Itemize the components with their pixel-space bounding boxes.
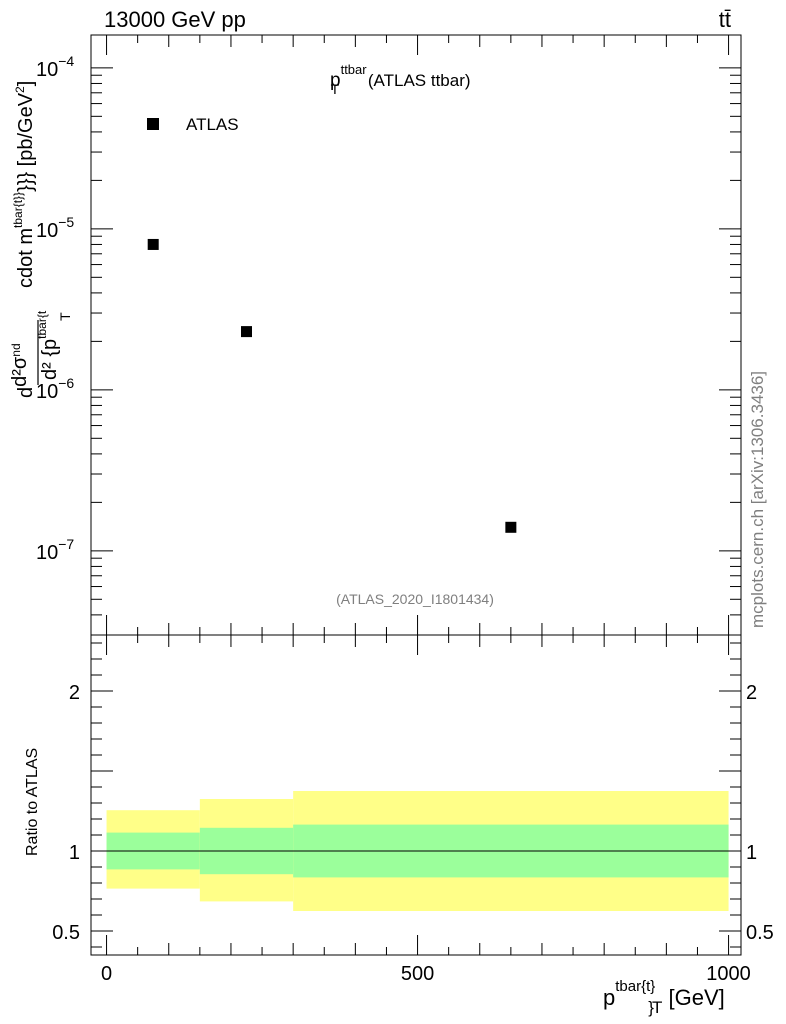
main-y-major-ticks (91, 68, 741, 551)
ratio-panel: 0.5 0.51 12 2 0 500 1000 Ratio to ATLAS ptbar… (24, 635, 774, 1017)
y-tick-label: 10−7 (36, 536, 74, 564)
ratio-y-tick-label-right: 0.5 (746, 922, 774, 944)
legend-label-atlas: ATLAS (186, 115, 239, 134)
svg-text:dd²σnd: dd²σnd (9, 343, 37, 398)
process-label: tt̄ (719, 7, 731, 32)
analysis-id: (ATLAS_2020_I1801434) (336, 591, 494, 607)
data-point (148, 239, 159, 250)
main-y-minor-ticks (91, 75, 741, 635)
svg-text:d² {ptbar{tT: d² {ptbar{t T (35, 310, 73, 380)
plot-title: pttbar T (ATLAS ttbar) (330, 62, 471, 97)
source-side-label: mcplots.cern.ch [arXiv:1306.3436] (748, 371, 767, 628)
ratio-y-tick-label-left: 0.5 (52, 922, 80, 944)
ratio-y-tick-label-left: 2 (69, 682, 80, 704)
main-y-tick-labels: 10−410−510−610−7 (36, 53, 74, 564)
main-panel: 10−410−510−610−7 pttbar T (ATLAS ttbar) A… (9, 35, 741, 635)
x-tick-label: 1000 (706, 963, 751, 985)
data-points (148, 239, 517, 533)
x-tick-label: 500 (401, 963, 434, 985)
data-point (505, 522, 516, 533)
energy-label: 13000 GeV pp (104, 7, 246, 32)
legend-marker-atlas (147, 118, 159, 130)
svg-text:cdot mtbar{t}}}}} [pb/GeV2]: cdot mtbar{t}}}}} [pb/GeV2] (11, 81, 37, 288)
x-tick-label: 0 (101, 963, 112, 985)
ratio-y-tick-label-left: 1 (69, 842, 80, 864)
y-tick-label: 10−4 (36, 53, 74, 81)
ratio-y-tick-label-right: 1 (746, 842, 757, 864)
ratio-y-axis-label: Ratio to ATLAS (24, 748, 41, 856)
ratio-y-tick-label-right: 2 (746, 682, 757, 704)
y-tick-label: 10−5 (36, 214, 74, 242)
plot-canvas: 13000 GeV pp tt̄ mcplots.cern.ch [arXiv:… (0, 0, 786, 1024)
data-point (241, 326, 252, 337)
